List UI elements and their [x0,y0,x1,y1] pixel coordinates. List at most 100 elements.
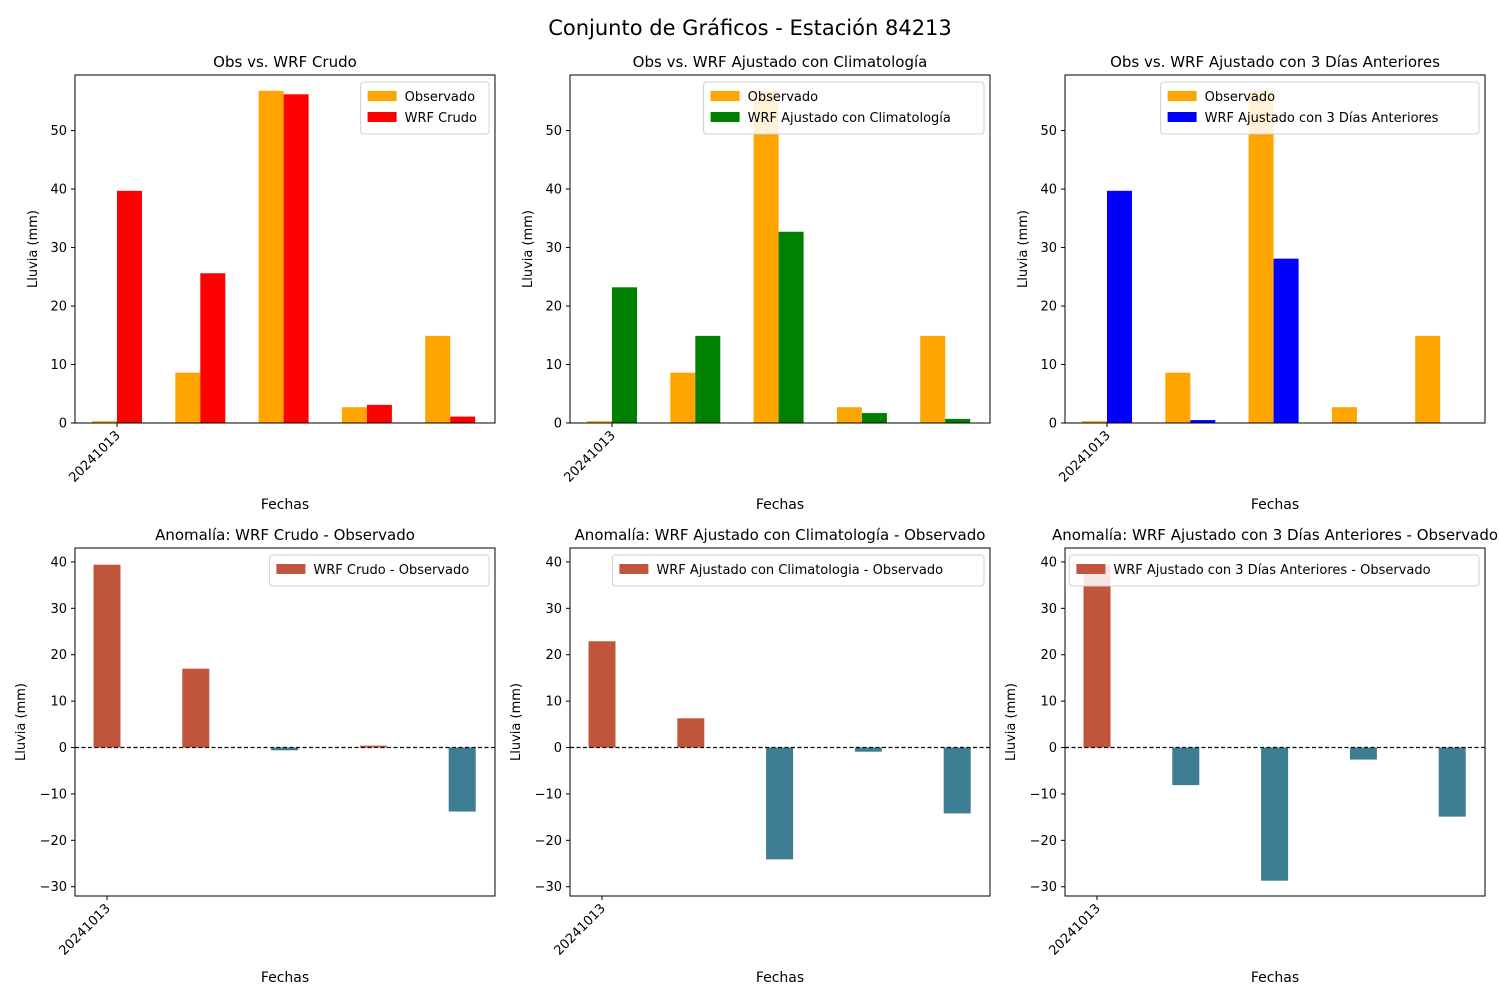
y-tick-label: 30 [50,602,67,617]
x-axis-label: Fechas [1251,497,1299,513]
bar-Observado [341,407,367,423]
y-axis-label: Lluvia (mm) [26,210,41,288]
y-tick-label: −30 [535,880,562,895]
legend-label: WRF Crudo [405,111,477,126]
legend-swatch [1167,112,1197,122]
figure-title: Conjunto de Gráficos - Estación 84213 [548,16,952,40]
y-axis-label: Lluvia (mm) [1016,210,1031,288]
x-tick-label: 20241013 [1046,901,1103,958]
y-tick-label: 10 [50,358,67,373]
chart-2: Obs vs. WRF Ajustado con Climatología 0 10… [521,53,991,513]
y-tick-label: 10 [1040,358,1057,373]
legend: WRF Crudo - Observado [268,554,490,587]
legend-label: Observado [405,90,476,105]
anomaly-bar [182,668,210,748]
axes-frame [569,74,991,424]
y-axis-label: Lluvia (mm) [1004,683,1019,761]
x-axis-label: Fechas [756,497,804,513]
y-tick-label: 0 [59,741,67,756]
bar-Observado [1165,372,1191,423]
y-tick-label: 10 [50,695,67,710]
y-tick-label: 30 [545,241,562,256]
bar-Observado [670,372,696,423]
bar-WRF Ajustado con 3 Días Anteriores [1107,190,1132,423]
legend-swatch [1076,564,1106,574]
bar-Observado [753,90,779,423]
anomaly-bar [448,747,476,812]
legend: WRF Ajustado con 3 Días Anteriores - Obs… [1068,554,1480,587]
y-axis-label: Lluvia (mm) [509,683,524,761]
y-tick-label: 0 [1049,417,1057,432]
bar-WRF Crudo [366,404,392,423]
y-tick-label: −20 [1030,834,1057,849]
legend-swatch [1167,91,1197,101]
anomaly-bar [1261,747,1289,881]
y-tick-label: 20 [1040,648,1057,663]
bar-WRF Ajustado con Climatología [695,335,721,423]
y-tick-label: 40 [545,555,562,570]
legend-swatch [367,91,397,101]
bar-WRF Crudo [117,190,142,423]
bar-Observado [587,421,612,423]
y-axis-label: Lluvia (mm) [14,683,29,761]
chart-5: Anomalía: WRF Ajustado con Climatología … [509,526,991,986]
y-tick-label: 50 [545,124,562,139]
y-tick-label: −20 [40,834,67,849]
chart-title: Anomalía: WRF Crudo - Observado [155,526,415,544]
anomaly-bar [588,641,616,748]
y-tick-label: 0 [1049,741,1057,756]
y-tick-label: 30 [545,602,562,617]
bar-WRF Ajustado con 3 Días Anteriores [1273,258,1299,423]
x-tick-label: 20241013 [561,428,618,485]
y-tick-label: −10 [535,787,562,802]
bar-Observado [836,407,862,423]
legend-swatch [619,564,649,574]
y-tick-label: 30 [1040,241,1057,256]
y-tick-label: −10 [40,787,67,802]
chart-title: Obs vs. WRF Crudo [213,53,357,71]
legend-box [703,81,985,135]
anomaly-bar [1083,564,1111,748]
y-axis-label: Lluvia (mm) [521,210,536,288]
y-tick-label: 10 [545,358,562,373]
legend-box [1068,554,1480,587]
bar-WRF Ajustado con Climatología [945,418,971,423]
axes-frame [74,74,496,424]
legend-box [611,554,985,587]
bar-WRF Ajustado con 3 Días Anteriores [1190,420,1216,423]
x-axis-label: Fechas [1251,970,1299,986]
anomaly-bar [1438,747,1466,817]
bar-Observado [258,90,284,423]
x-tick-label: 20241013 [551,901,608,958]
y-tick-label: 20 [545,300,562,315]
anomaly-bar [271,747,299,751]
y-tick-label: 10 [1040,695,1057,710]
anomaly-bar [943,747,971,814]
anomaly-bar [1172,747,1200,786]
axes-frame [1064,547,1486,897]
chart-4: Anomalía: WRF Crudo - Observado −30 −20 −10… [14,526,496,986]
chart-1: Obs vs. WRF Crudo 0 10 20 30 40 50 20241013 Fech… [26,53,496,513]
chart-6: Anomalía: WRF Ajustado con 3 Días Anteri… [1004,526,1498,986]
axes-frame [1064,74,1486,424]
legend-box [268,554,490,587]
y-tick-label: 40 [545,183,562,198]
y-tick-label: 30 [1040,602,1057,617]
x-tick-label: 20241013 [1056,428,1113,485]
y-tick-label: 0 [554,417,562,432]
axes-frame [569,547,991,897]
x-tick-label: 20241013 [56,901,113,958]
legend-label: WRF Crudo - Observado [313,563,469,578]
y-tick-label: 40 [50,555,67,570]
chart-title: Anomalía: WRF Ajustado con Climatología … [575,526,986,544]
y-tick-label: 40 [50,183,67,198]
y-tick-label: −30 [40,880,67,895]
bar-Observado [1082,421,1107,423]
bar-Observado [1415,335,1441,423]
y-tick-label: 50 [50,124,67,139]
y-tick-label: 30 [50,241,67,256]
legend-swatch [276,564,306,574]
bar-Observado [920,335,946,423]
y-tick-label: 50 [1040,124,1057,139]
